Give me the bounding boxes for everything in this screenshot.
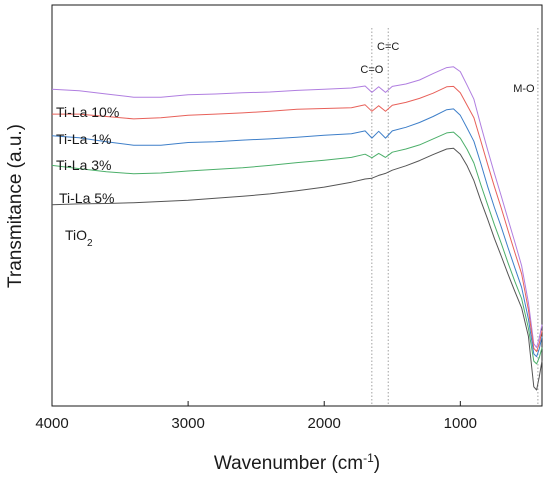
series-label-text: TiO [65, 227, 87, 243]
y-axis-title: Transmitance (a.u.) [5, 124, 26, 288]
series-label: Ti-La 10% [56, 104, 119, 120]
x-tick-label: 2000 [308, 415, 341, 432]
series-line [52, 85, 543, 352]
series-group [51, 66, 543, 391]
series-line [51, 108, 543, 358]
series-label: TiO2 [65, 227, 93, 249]
series-line [51, 66, 543, 348]
plot-frame [51, 4, 543, 407]
annotation-group: C=O C=C M-O [360, 28, 539, 406]
annotation-label: C=C [377, 41, 399, 53]
x-tick-label: 3000 [171, 415, 204, 432]
series-label-text: Ti-La 5% [59, 190, 115, 206]
series-line [51, 147, 543, 391]
series-label: Ti-La 3% [56, 157, 112, 173]
series-label: Ti-La 1% [56, 131, 112, 147]
annotation-label: M-O [513, 83, 535, 95]
annotation-label: C=O [360, 64, 383, 76]
x-tick-label: 4000 [35, 415, 68, 432]
series-label-text: Ti-La 3% [56, 157, 112, 173]
series-label-group: Ti-La 10% Ti-La 1% Ti-La 3% Ti-La 5% TiO2 [56, 104, 119, 249]
series-label-subscript: 2 [87, 238, 93, 249]
series-label-text: Ti-La 1% [56, 131, 112, 147]
x-axis-title-end: ) [374, 453, 380, 474]
x-axis-title: Wavenumber (cm-1) [214, 451, 380, 474]
x-axis: 4000 3000 2000 1000 [35, 401, 477, 432]
x-axis-title-superscript: -1 [363, 451, 374, 465]
series-label-text: Ti-La 10% [56, 104, 119, 120]
series-label: Ti-La 5% [59, 190, 115, 206]
x-tick-label: 1000 [444, 415, 477, 432]
series-line [51, 131, 543, 365]
